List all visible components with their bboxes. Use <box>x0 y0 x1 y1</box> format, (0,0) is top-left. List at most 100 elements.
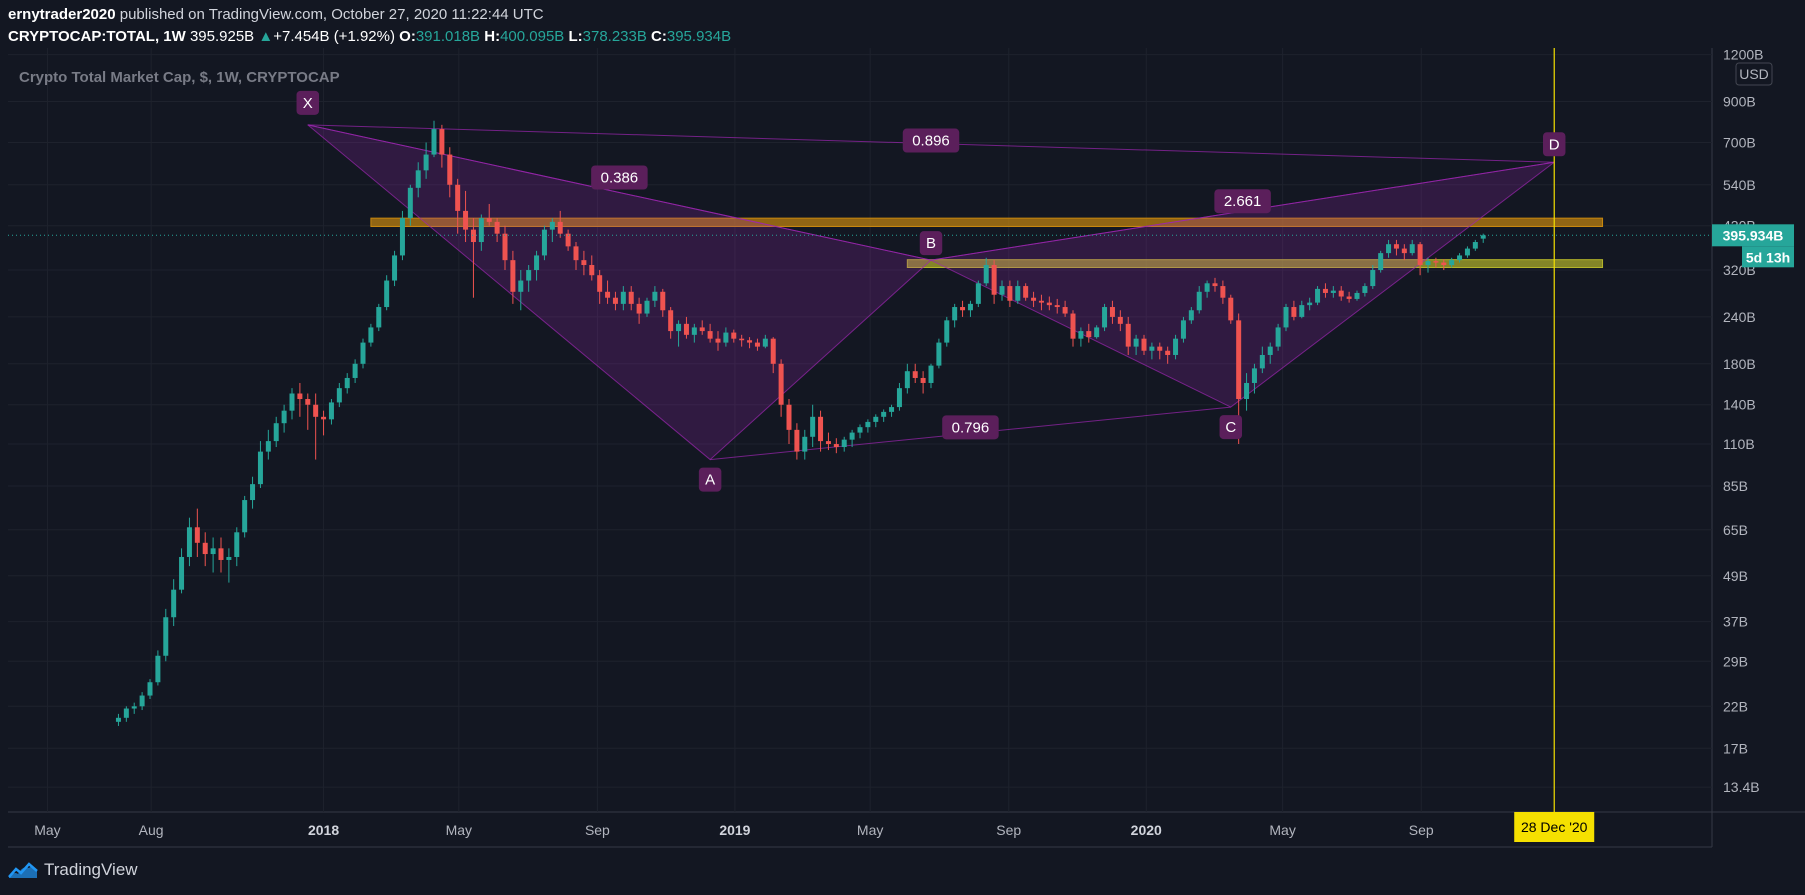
date-marker-tag <box>1514 812 1595 842</box>
candle-body <box>1299 305 1305 317</box>
candle-body <box>1196 291 1202 311</box>
candle-body <box>581 260 587 266</box>
candle-body <box>865 421 871 428</box>
open-label: O: <box>399 28 416 45</box>
candle-body <box>1117 316 1123 324</box>
x-tick-label: 2018 <box>308 822 339 838</box>
candle-body <box>1244 382 1250 400</box>
chart-title: Crypto Total Market Cap, $, 1W, CRYPTOCA… <box>19 69 340 86</box>
up-arrow-icon: ▲ <box>258 28 274 45</box>
candle-body <box>1409 244 1415 254</box>
tradingview-brand[interactable]: TradingView <box>8 860 138 880</box>
pattern-line-xb <box>307 124 932 261</box>
candle-body <box>928 365 934 383</box>
y-tick-label: 29B <box>1723 653 1748 669</box>
candle-body <box>1031 297 1037 301</box>
candle-body <box>336 388 342 403</box>
candle-body <box>1291 307 1297 317</box>
candle-body <box>1480 235 1486 239</box>
price-change: +7.454B (+1.92%) <box>273 28 395 45</box>
candle-body <box>1441 262 1447 266</box>
pattern-point-label-badge <box>1219 415 1243 440</box>
pattern-ratio-label: 2.661 <box>1224 193 1262 210</box>
candle-body <box>171 589 177 618</box>
candle-body <box>1062 307 1068 314</box>
candle-body <box>1251 368 1257 383</box>
candle-body <box>676 323 682 332</box>
candle-body <box>265 441 271 452</box>
candle-body <box>707 331 713 339</box>
candle-body <box>534 255 540 271</box>
symbol-label[interactable]: CRYPTOCAP:TOTAL, 1W <box>8 28 186 45</box>
pattern-ratio-label: 0.386 <box>601 170 639 187</box>
candle-body <box>1086 331 1092 338</box>
y-tick-label: 540B <box>1723 177 1756 193</box>
pattern-ratio-label-badge <box>942 415 999 440</box>
candle-body <box>739 338 745 341</box>
candle-body <box>297 393 303 400</box>
candle-body <box>1457 255 1463 261</box>
close-label: C: <box>651 28 667 45</box>
y-tick-label: 13.4B <box>1723 779 1760 795</box>
resistance-zone <box>370 217 1604 227</box>
candle-body <box>399 218 405 256</box>
candle-body <box>250 484 256 501</box>
candle-body <box>612 297 618 304</box>
candle-body <box>802 436 808 452</box>
candle-body <box>186 527 192 557</box>
candle-body <box>786 404 792 430</box>
last-price-label: 395.934B <box>1723 227 1784 243</box>
x-tick-label: May <box>446 822 472 838</box>
candle-body <box>952 307 958 321</box>
candle-body <box>1078 331 1084 339</box>
y-tick-label: 700B <box>1723 134 1756 150</box>
candle-body <box>194 527 200 543</box>
candle-body <box>1417 244 1423 266</box>
candle-body <box>778 363 784 405</box>
pattern-point-label-badge <box>296 90 320 115</box>
candle-body <box>1212 283 1218 287</box>
candle-body <box>502 233 508 261</box>
support-zone <box>906 259 1604 269</box>
candle-body <box>147 682 153 696</box>
pattern-point-label: X <box>303 95 313 112</box>
candle-body <box>1275 327 1281 347</box>
candle-body <box>573 246 579 261</box>
publish-info: published on TradingView.com, October 27… <box>115 6 544 23</box>
countdown-tag <box>1742 246 1794 268</box>
pattern-point-label: C <box>1225 419 1236 436</box>
candle-body <box>470 229 476 243</box>
candle-body <box>849 432 855 440</box>
candle-body <box>754 342 760 347</box>
candle-body <box>1165 350 1171 355</box>
candle-body <box>644 300 650 314</box>
candle-body <box>234 532 240 557</box>
candle-body <box>352 363 358 378</box>
candle-body <box>889 407 895 412</box>
candle-body <box>179 556 185 590</box>
candle-body <box>881 411 887 417</box>
candle-body <box>1007 286 1013 301</box>
candle-body <box>1378 253 1384 271</box>
candle-body <box>1433 261 1439 263</box>
candle-body <box>226 556 232 560</box>
x-tick-label: May <box>1269 822 1295 838</box>
author-name[interactable]: ernytrader2020 <box>8 6 116 23</box>
candle-body <box>1425 261 1431 266</box>
candle-body <box>549 221 555 230</box>
candle-body <box>1401 248 1407 254</box>
candle-body <box>818 416 824 442</box>
candle-body <box>1015 286 1021 301</box>
candle-body <box>920 377 926 383</box>
candle-body <box>841 439 847 448</box>
x-tick-label: Sep <box>585 822 610 838</box>
y-tick-label: 85B <box>1723 478 1748 494</box>
candle-body <box>1259 354 1265 369</box>
candle-body <box>762 338 768 347</box>
pattern-point-label: A <box>705 472 715 489</box>
candle-body <box>699 327 705 332</box>
candle-body <box>1046 302 1052 306</box>
pattern-point-label-badge <box>1542 132 1566 157</box>
candle-body <box>281 410 287 424</box>
